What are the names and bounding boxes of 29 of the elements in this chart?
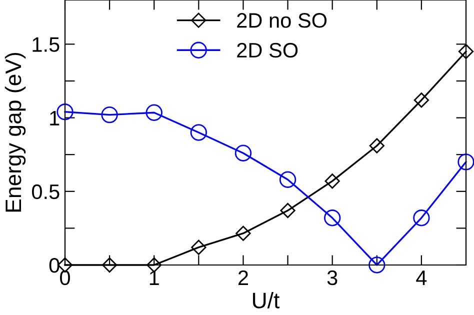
point xyxy=(414,92,430,108)
point xyxy=(102,257,118,273)
y-tick-label: 1 xyxy=(50,110,60,126)
y-tick-label: 0.5 xyxy=(32,184,60,200)
point xyxy=(146,104,162,121)
point xyxy=(279,171,296,188)
y-axis-title: Energy gap (eV) xyxy=(4,52,26,212)
point xyxy=(458,44,474,60)
point xyxy=(234,144,252,162)
point xyxy=(369,138,384,154)
x-tick-label: 4 xyxy=(416,270,427,285)
y-tick-label: 1.5 xyxy=(32,37,60,52)
x-tick-label: 2 xyxy=(238,270,248,285)
legend-label: 2D SO xyxy=(237,42,298,58)
point xyxy=(458,154,474,170)
point xyxy=(280,202,296,218)
point xyxy=(324,210,341,226)
point xyxy=(101,106,118,124)
legend-label: 2D no SO xyxy=(237,13,327,28)
x-tick-label: 0 xyxy=(60,270,70,286)
y-tick-label: 0 xyxy=(49,258,60,273)
point xyxy=(236,226,251,241)
x-axis-title: U/t xyxy=(253,292,280,308)
point xyxy=(190,124,207,141)
x-tick-label: 3 xyxy=(327,270,338,286)
point xyxy=(413,210,430,226)
point xyxy=(368,256,386,274)
point xyxy=(191,240,206,255)
point xyxy=(324,174,340,189)
